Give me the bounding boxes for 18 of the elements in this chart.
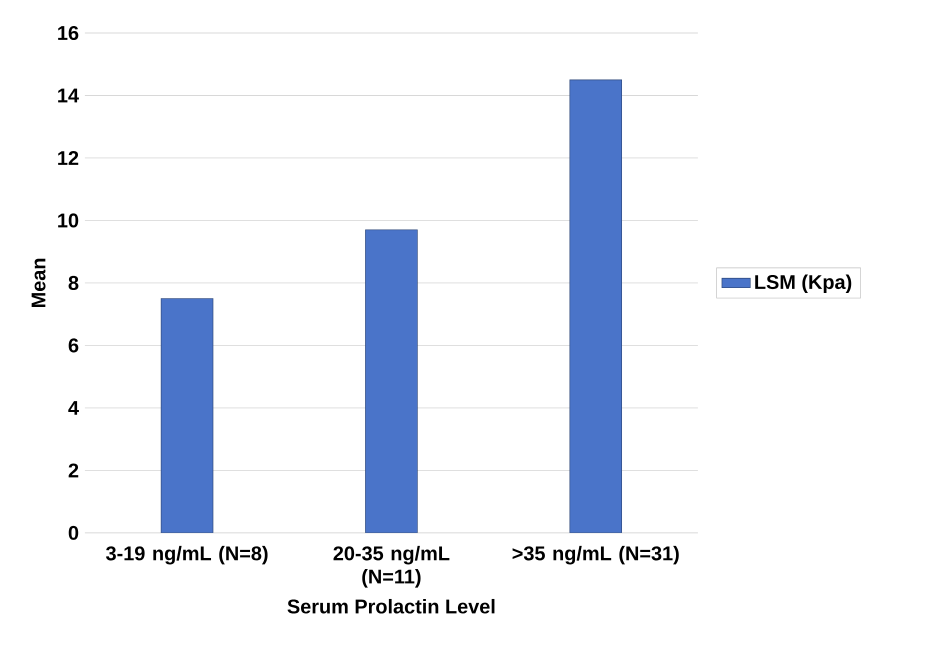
y-axis-title: Mean (32, 259, 46, 308)
y-tick-label: 0 (68, 526, 78, 540)
bar (160, 298, 214, 534)
y-tick-label: 16 (58, 26, 78, 40)
x-axis-title: Serum Prolactin Level (288, 599, 494, 614)
y-tick-label: 14 (58, 88, 79, 103)
y-tick-label: 8 (68, 276, 78, 290)
x-tick-label: >35 ng/mL (N=31) (512, 546, 679, 565)
x-tick-label: 20-35 ng/mL (N=11) (334, 546, 450, 588)
bar (569, 80, 622, 534)
y-tick-label: 12 (58, 151, 78, 166)
x-tick-label: 3-19 ng/mL (N=8) (106, 546, 268, 565)
bar (365, 230, 418, 534)
y-tick-label: 6 (68, 338, 78, 353)
legend-label: LSM (Kpa) (755, 274, 852, 294)
y-tick-label: 2 (68, 464, 78, 478)
y-tick-label: 10 (58, 214, 78, 228)
y-tick-label: 4 (68, 401, 79, 416)
